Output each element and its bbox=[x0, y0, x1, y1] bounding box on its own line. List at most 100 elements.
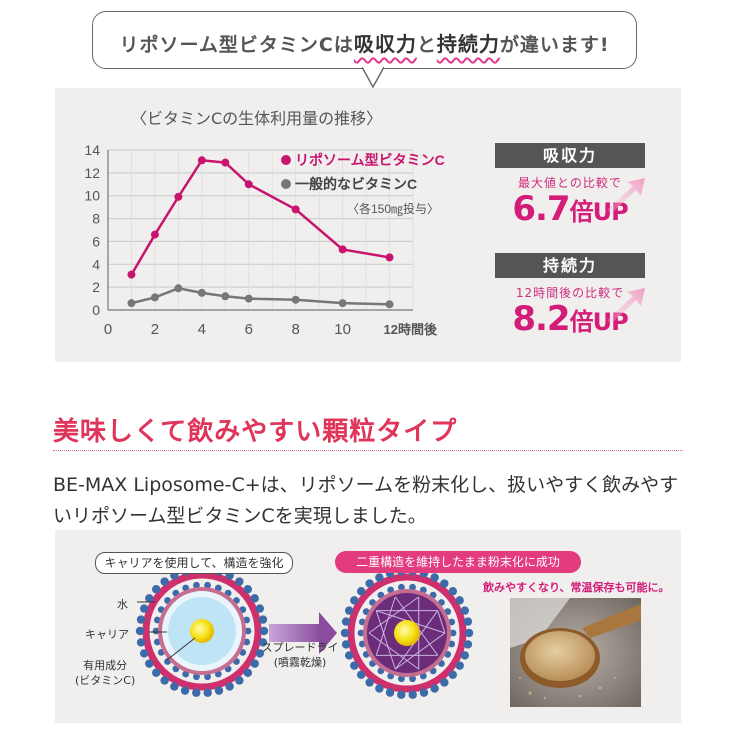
chart-title: 〈ビタミンCの生体利用量の推移〉 bbox=[131, 109, 383, 128]
x-tick-label: 12時間後 bbox=[384, 322, 438, 337]
arrow-up-icon bbox=[607, 288, 645, 324]
lipid-head bbox=[408, 690, 417, 699]
lipid-head bbox=[258, 615, 268, 624]
lipid-head bbox=[152, 627, 160, 635]
lipid-head bbox=[192, 688, 201, 697]
lipid-head bbox=[344, 651, 354, 660]
lipid-head bbox=[135, 626, 145, 636]
section-divider bbox=[53, 450, 683, 451]
lipid-head bbox=[225, 682, 234, 691]
data-point bbox=[291, 295, 300, 304]
lipid-head bbox=[460, 651, 470, 660]
data-point bbox=[197, 156, 206, 165]
lipid-head bbox=[409, 583, 416, 591]
y-tick-label: 8 bbox=[92, 211, 100, 227]
lipid-head bbox=[460, 606, 470, 615]
y-tick-label: 14 bbox=[84, 142, 100, 158]
data-point bbox=[174, 192, 183, 201]
lipid-head bbox=[350, 661, 359, 670]
data-point bbox=[127, 270, 136, 279]
label-ingredient: 有用成分 (ビタミンC) bbox=[75, 659, 136, 687]
lipid-head bbox=[398, 583, 405, 591]
lipid-head bbox=[430, 684, 439, 693]
lipid-head bbox=[455, 596, 464, 605]
lipid-head bbox=[250, 594, 259, 603]
legend-label: 一般的なビタミンC bbox=[295, 176, 417, 192]
carrier-strand bbox=[437, 610, 446, 634]
data-point bbox=[221, 292, 230, 301]
data-point bbox=[127, 299, 136, 308]
y-tick-label: 0 bbox=[92, 302, 100, 318]
legend-marker bbox=[281, 155, 291, 165]
metric-absorption: 吸収力 最大値との比較で 6.7倍UP bbox=[495, 143, 645, 229]
lipid-head bbox=[214, 686, 224, 695]
lipid-head bbox=[235, 676, 244, 685]
lipid-head bbox=[356, 670, 366, 679]
carrier-strand bbox=[394, 632, 446, 670]
lipid-head bbox=[440, 678, 449, 687]
lipid-head bbox=[243, 585, 253, 594]
series-line bbox=[131, 286, 390, 306]
label-powder-success: 二重構造を維持したまま粉末化に成功 bbox=[335, 551, 581, 573]
data-point bbox=[385, 253, 394, 262]
header-suffix: が違います! bbox=[499, 34, 610, 56]
data-point bbox=[150, 293, 159, 302]
data-point bbox=[338, 299, 347, 308]
lipid-head bbox=[204, 673, 211, 681]
lipid-head bbox=[449, 629, 457, 637]
metric-absorption-label: 吸収力 bbox=[495, 143, 645, 168]
lipid-head bbox=[344, 606, 354, 615]
metric-absorption-caption: 最大値との比較で bbox=[518, 176, 622, 190]
lipid-head bbox=[145, 594, 154, 603]
data-point bbox=[150, 230, 159, 239]
legend-label: リポソーム型ビタミンC bbox=[295, 152, 445, 168]
label-spray-dry: スプレードライ (噴霧乾燥) bbox=[261, 641, 339, 669]
header-mid: と bbox=[416, 34, 437, 56]
x-tick-label: 6 bbox=[245, 321, 253, 338]
lipid-head bbox=[160, 577, 169, 586]
lipid-head bbox=[170, 682, 179, 691]
lipid-head bbox=[244, 627, 252, 635]
arrow-right-icon bbox=[269, 612, 337, 654]
lipid-head bbox=[139, 649, 149, 658]
lipid-head bbox=[365, 678, 374, 687]
lipid-head bbox=[448, 670, 458, 679]
header-bubble: リポソーム型ビタミンCは吸収力と持続力が違います! bbox=[92, 11, 637, 69]
lipid-head bbox=[365, 579, 374, 588]
x-tick-label: 0 bbox=[104, 321, 112, 338]
lipid-head bbox=[204, 581, 211, 589]
lipid-head bbox=[419, 688, 429, 697]
carrier-strand bbox=[368, 632, 420, 670]
lipid-head bbox=[375, 573, 384, 582]
lipid-head bbox=[250, 659, 259, 668]
lipid-head bbox=[151, 585, 161, 594]
data-point bbox=[291, 205, 300, 214]
data-point bbox=[385, 300, 394, 309]
lipid-head bbox=[193, 581, 200, 589]
y-tick-label: 12 bbox=[84, 165, 100, 181]
x-tick-label: 2 bbox=[151, 321, 159, 338]
data-point bbox=[174, 284, 183, 293]
x-tick-label: 8 bbox=[292, 321, 300, 338]
lipid-head bbox=[136, 638, 146, 647]
lipid-head bbox=[440, 579, 449, 588]
chart: 0 2 4 6 8 10 12 14 0 2 4 6 8 10 12時間後 リポソーム型ビタミンC 一般的なビタ… bbox=[84, 142, 445, 338]
bubble-tail bbox=[362, 67, 384, 89]
y-tick-label: 10 bbox=[84, 188, 100, 204]
label-carrier: キャリア bbox=[85, 628, 129, 641]
lipid-head bbox=[398, 675, 405, 683]
metric-duration-label: 持続力 bbox=[495, 253, 645, 278]
carrier-strand bbox=[375, 596, 396, 656]
section-title: 美味しくて飲みやすい顆粒タイプ bbox=[53, 417, 458, 447]
y-tick-label: 4 bbox=[92, 256, 100, 272]
lipid-head bbox=[160, 676, 169, 685]
lipid-head bbox=[255, 649, 265, 658]
lipid-head bbox=[258, 638, 268, 647]
lipid-head bbox=[464, 628, 474, 638]
metric-absorption-value: 6.7倍UP bbox=[512, 189, 628, 229]
chart-panel: 〈ビタミンCの生体利用量の推移〉 0 2 4 6 8 10 12 14 0 2 4 6 8 10 12時間後… bbox=[55, 88, 681, 362]
lipid-head bbox=[455, 661, 464, 670]
lipid-head bbox=[136, 615, 146, 624]
data-point bbox=[244, 180, 253, 189]
lipid-head bbox=[356, 587, 366, 596]
